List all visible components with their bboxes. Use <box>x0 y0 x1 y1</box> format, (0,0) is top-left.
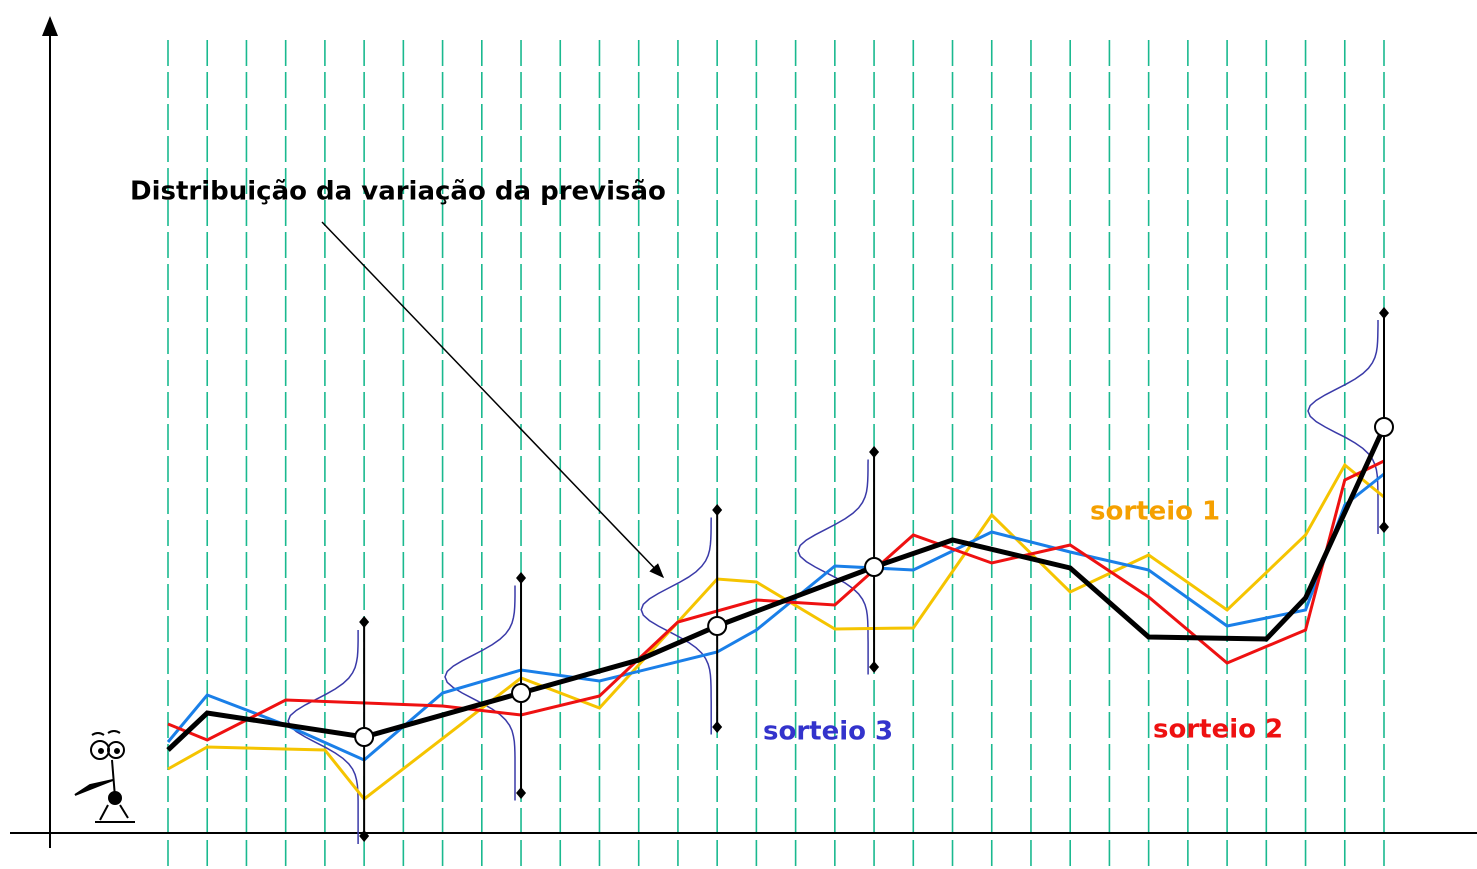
range-end <box>869 661 879 673</box>
series-label: sorteio 2 <box>1153 715 1283 745</box>
range-end <box>359 830 369 842</box>
forecast-point <box>1375 418 1393 436</box>
range-end <box>712 721 722 733</box>
annotation-arrow <box>322 222 663 577</box>
range-end <box>516 787 526 799</box>
range-end <box>516 572 526 584</box>
forecast-point <box>865 558 883 576</box>
range-end <box>359 616 369 628</box>
series-label: sorteio 1 <box>1090 497 1220 527</box>
range-end <box>1379 521 1389 533</box>
annotation: Distribuição da variação da previsão <box>130 177 666 207</box>
forecast-point <box>512 684 530 702</box>
forecast-point <box>355 728 373 746</box>
distribution-curve <box>445 586 515 801</box>
forecast-point <box>708 617 726 635</box>
range-end <box>712 504 722 516</box>
stick-figure <box>75 731 135 822</box>
range-end <box>869 446 879 458</box>
distribution-curve <box>1308 320 1378 534</box>
chart: Distribuição da variação da previsão sor… <box>0 0 1477 869</box>
range-end <box>1379 307 1389 319</box>
series-label: sorteio 3 <box>763 717 893 747</box>
